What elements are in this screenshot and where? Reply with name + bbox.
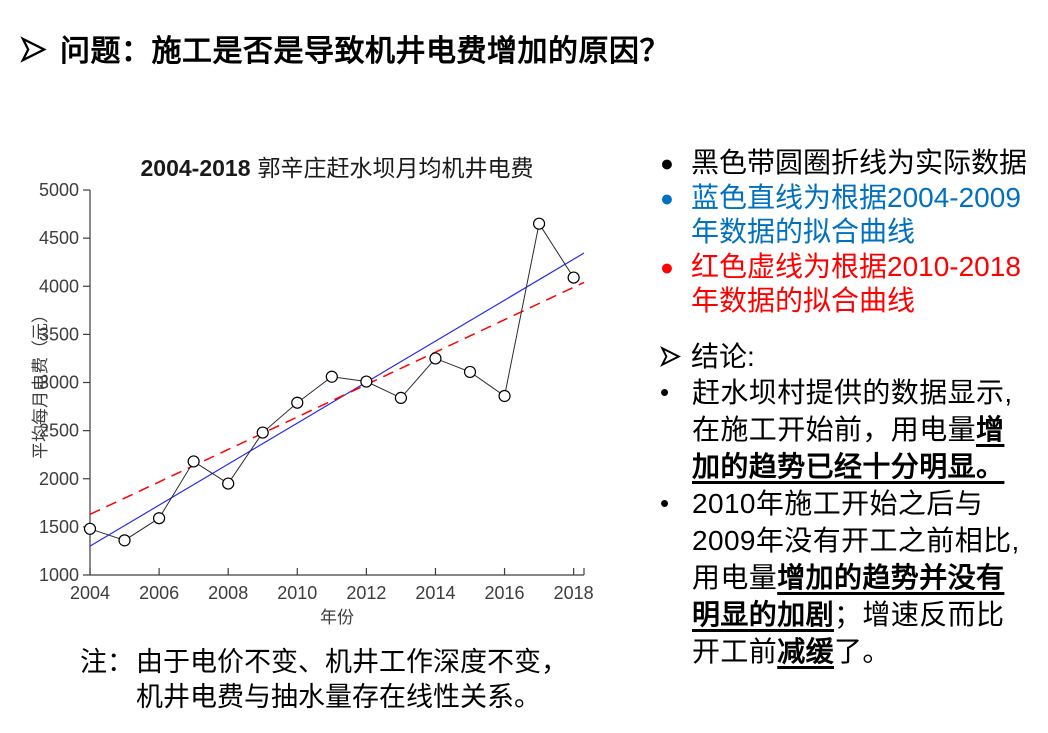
data-point-marker bbox=[118, 534, 131, 547]
conclusion-item-line: 开工前减缓了。 bbox=[692, 636, 891, 667]
legend-notes: ● 黑色带圆圈折线为实际数据 ● 蓝色直线为根据2004-2009 年数据的拟合曲线 ● 红… bbox=[660, 146, 1046, 319]
y-tick-label: 3500 bbox=[39, 324, 79, 344]
x-axis-label: 年份 bbox=[320, 608, 354, 627]
y-tick-label: 5000 bbox=[39, 180, 79, 200]
y-tick-label: 2000 bbox=[39, 469, 79, 489]
legend-item: ● 蓝色直线为根据2004-2009 年数据的拟合曲线 bbox=[660, 181, 1046, 250]
y-tick-label: 4500 bbox=[39, 228, 79, 248]
data-point-marker bbox=[222, 477, 235, 490]
line-chart: 1000 1500 2000 2500 3000 3500 4000 4500 5000 2004… bbox=[31, 155, 594, 627]
x-tick-label: 2016 bbox=[485, 583, 525, 603]
legend-item-line: 年数据的拟合曲线 bbox=[691, 285, 916, 316]
footnote: 注： 由于电价不变、机井工作深度不变， 机井电费与抽水量存在线性关系。 bbox=[80, 645, 568, 715]
footnote-text: 由于电价不变、机井工作深度不变， 机井电费与抽水量存在线性关系。 bbox=[136, 645, 568, 715]
y-axis-label: 平均每月电费（元） bbox=[31, 306, 50, 459]
y-tick-label: 1500 bbox=[39, 517, 79, 537]
x-tick-label: 2006 bbox=[139, 583, 179, 603]
conclusion-item-line: 赶水坝村提供的数据显示, bbox=[692, 377, 1013, 408]
x-tick-label: 2012 bbox=[346, 583, 386, 603]
chart-title: 2004-2018 郭辛庄赶水坝月均机井电费 bbox=[141, 155, 534, 181]
fit-line-blue-solid bbox=[89, 252, 585, 547]
data-point-marker bbox=[187, 455, 200, 468]
data-point-marker bbox=[325, 370, 338, 383]
right-panel: ● 黑色带圆圈折线为实际数据 ● 蓝色直线为根据2004-2009 年数据的拟合曲线 ● 红… bbox=[660, 146, 1046, 670]
y-tick-label: 4000 bbox=[39, 276, 79, 296]
data-point-marker bbox=[567, 271, 580, 284]
y-tick-label: 3000 bbox=[39, 373, 79, 393]
bullet-icon: ● bbox=[660, 150, 674, 176]
arrow-bullet-icon bbox=[660, 346, 681, 368]
conclusion-item-line: 明显的加剧；增速反而比 bbox=[692, 599, 1005, 630]
data-point-marker bbox=[152, 512, 166, 525]
legend-item-line: 蓝色直线为根据2004-2009 bbox=[691, 181, 1021, 213]
conclusion-header: 结论: bbox=[660, 340, 1046, 375]
data-point-marker bbox=[463, 365, 477, 379]
data-point-marker bbox=[394, 391, 408, 404]
footnote-line: 由于电价不变、机井工作深度不变， bbox=[136, 647, 568, 677]
conclusion-item-line: 2009年没有开工之前相比, bbox=[692, 525, 1020, 556]
data-point-marker bbox=[429, 352, 442, 365]
data-point-marker bbox=[256, 426, 269, 439]
bullet-icon: ● bbox=[660, 184, 674, 211]
conclusion-item-line: 2010年施工开始之后与 bbox=[692, 488, 984, 519]
legend-item-line: 黑色带圆圈折线为实际数据 bbox=[691, 147, 1028, 178]
conclusion-list: • 赶水坝村提供的数据显示, 在施工开始前，用电量增 加的趋势已经十分明显。 • 2010… bbox=[660, 374, 1046, 670]
x-tick-label: 2010 bbox=[277, 583, 317, 603]
conclusion-item-line: 用电量增加的趋势并没有 bbox=[692, 562, 1005, 593]
slide-title: 问题：施工是否是导致机井电费增加的原因？ bbox=[20, 26, 670, 70]
data-point-marker bbox=[498, 389, 511, 403]
data-point-marker bbox=[291, 396, 304, 409]
footnote-line: 机井电费与抽水量存在线性关系。 bbox=[136, 682, 541, 712]
fit-line-red-dashed bbox=[89, 281, 585, 516]
data-point-marker bbox=[360, 375, 373, 388]
conclusion-item-line: 在施工开始前，用电量增 bbox=[692, 414, 1005, 445]
legend-item: ● 红色虚线为根据2010-2018 年数据的拟合曲线 bbox=[660, 250, 1046, 319]
conclusion-title: 结论: bbox=[691, 340, 755, 372]
arrow-bullet-icon bbox=[20, 36, 47, 63]
bullet-icon: • bbox=[660, 488, 670, 518]
x-tick-label: 2014 bbox=[415, 583, 455, 603]
bullet-icon: ● bbox=[660, 253, 674, 280]
page-title: 问题：施工是否是导致机井电费增加的原因？ bbox=[60, 35, 670, 68]
conclusion-item: • 2010年施工开始之后与 2009年没有开工之前相比, 用电量增加的趋势并没有 明显… bbox=[660, 485, 1046, 670]
y-tick-label: 1000 bbox=[39, 565, 79, 585]
x-tick-label: 2004 bbox=[70, 583, 110, 603]
bullet-icon: • bbox=[660, 377, 670, 407]
x-tick-label: 2008 bbox=[208, 583, 248, 603]
legend-item-line: 年数据的拟合曲线 bbox=[691, 216, 916, 247]
footnote-prefix: 注： bbox=[80, 647, 134, 677]
chart-area: 1000 1500 2000 2500 3000 3500 4000 4500 5000 2004… bbox=[26, 146, 616, 651]
data-point-marker bbox=[532, 217, 546, 230]
conclusion-item: • 赶水坝村提供的数据显示, 在施工开始前，用电量增 加的趋势已经十分明显。 bbox=[660, 374, 1046, 485]
legend-item-line: 红色虚线为根据2010-2018 bbox=[691, 250, 1021, 282]
conclusion-item-line: 加的趋势已经十分明显。 bbox=[692, 451, 1005, 482]
legend-item: ● 黑色带圆圈折线为实际数据 bbox=[660, 146, 1046, 181]
data-point-marker bbox=[83, 522, 97, 535]
y-tick-label: 2500 bbox=[39, 421, 79, 441]
x-tick-label: 2018 bbox=[554, 583, 594, 603]
